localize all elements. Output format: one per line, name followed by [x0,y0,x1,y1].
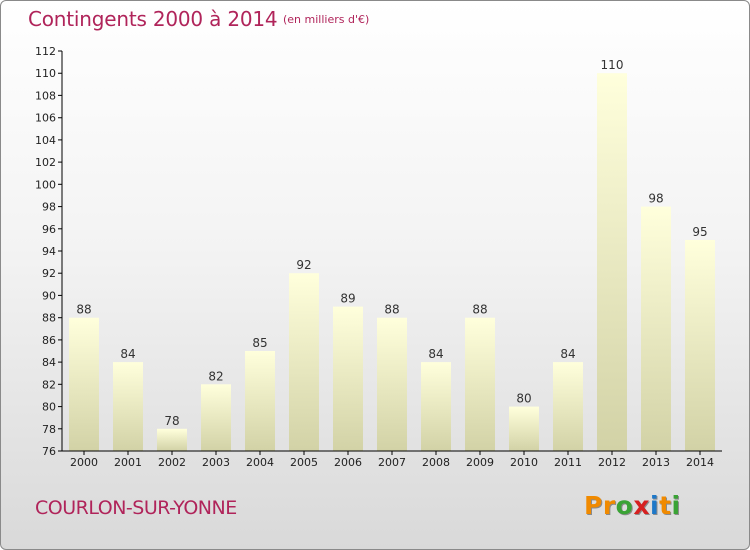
x-tick-label: 2004 [246,456,274,469]
logo-letter: o [615,491,634,520]
y-tick-label: 84 [42,356,56,369]
logo-letter: t [659,491,672,520]
proxiti-logo[interactable]: Proxiti [584,491,681,520]
y-tick-label: 88 [42,312,56,325]
logo-letter: r [602,491,616,520]
y-tick-label: 108 [35,89,56,102]
bar-2006 [333,306,363,451]
x-tick-label: 2003 [202,456,230,469]
y-tick-label: 92 [42,267,56,280]
y-tick-label: 112 [35,45,56,58]
data-label: 95 [692,225,707,239]
data-label: 85 [252,336,267,350]
data-label: 92 [296,258,311,272]
bar-2005 [289,273,319,451]
x-tick-label: 2014 [686,456,714,469]
x-tick-label: 2009 [466,456,494,469]
bar-2003 [201,384,231,451]
data-label: 84 [120,347,135,361]
x-tick-label: 2010 [510,456,538,469]
bar-2013 [641,206,671,451]
data-label: 84 [560,347,575,361]
y-tick-label: 80 [42,401,56,414]
x-tick-label: 2008 [422,456,450,469]
x-tick-label: 2011 [554,456,582,469]
data-label: 88 [384,303,399,317]
x-tick-label: 2002 [158,456,186,469]
bar-2000 [69,317,99,451]
x-tick-label: 2013 [642,456,670,469]
bar-2002 [157,428,187,451]
chart-title: Contingents 2000 à 2014 [28,7,278,31]
y-tick-label: 82 [42,378,56,391]
bar-2008 [421,362,451,451]
data-label: 88 [472,303,487,317]
bar-2014 [685,239,715,451]
bar-2009 [465,317,495,451]
bar-2012 [597,73,627,451]
y-tick-label: 110 [35,67,56,80]
bar-2010 [509,406,539,451]
data-label: 110 [601,58,624,72]
bar-2001 [113,362,143,451]
bar-2011 [553,362,583,451]
chart-subtitle: (en milliers d'€) [283,13,370,26]
x-tick-label: 2012 [598,456,626,469]
data-label: 88 [76,303,91,317]
y-tick-label: 78 [42,423,56,436]
data-label: 89 [340,292,355,306]
y-tick-label: 94 [42,245,56,258]
logo-letter: i [650,491,660,520]
logo-letter: P [584,491,603,520]
y-tick-label: 76 [42,445,56,458]
y-tick-label: 86 [42,334,56,347]
commune-name: COURLON-SUR-YONNE [35,497,237,519]
bar-2007 [377,317,407,451]
y-tick-label: 106 [35,112,56,125]
logo-letter: i [671,491,681,520]
data-label: 78 [164,414,179,428]
data-label: 80 [516,392,531,406]
bar-2004 [245,351,275,451]
data-label: 82 [208,369,223,383]
y-tick-label: 96 [42,223,56,236]
y-tick-label: 98 [42,201,56,214]
x-tick-label: 2001 [114,456,142,469]
x-tick-label: 2007 [378,456,406,469]
y-tick-label: 104 [35,134,56,147]
y-tick-label: 90 [42,289,56,302]
x-tick-label: 2000 [70,456,98,469]
data-label: 84 [428,347,443,361]
logo-letter: x [633,491,650,520]
x-tick-label: 2006 [334,456,362,469]
x-tick-label: 2005 [290,456,318,469]
y-tick-label: 102 [35,156,56,169]
y-tick-label: 100 [35,178,56,191]
data-label: 98 [648,192,663,206]
